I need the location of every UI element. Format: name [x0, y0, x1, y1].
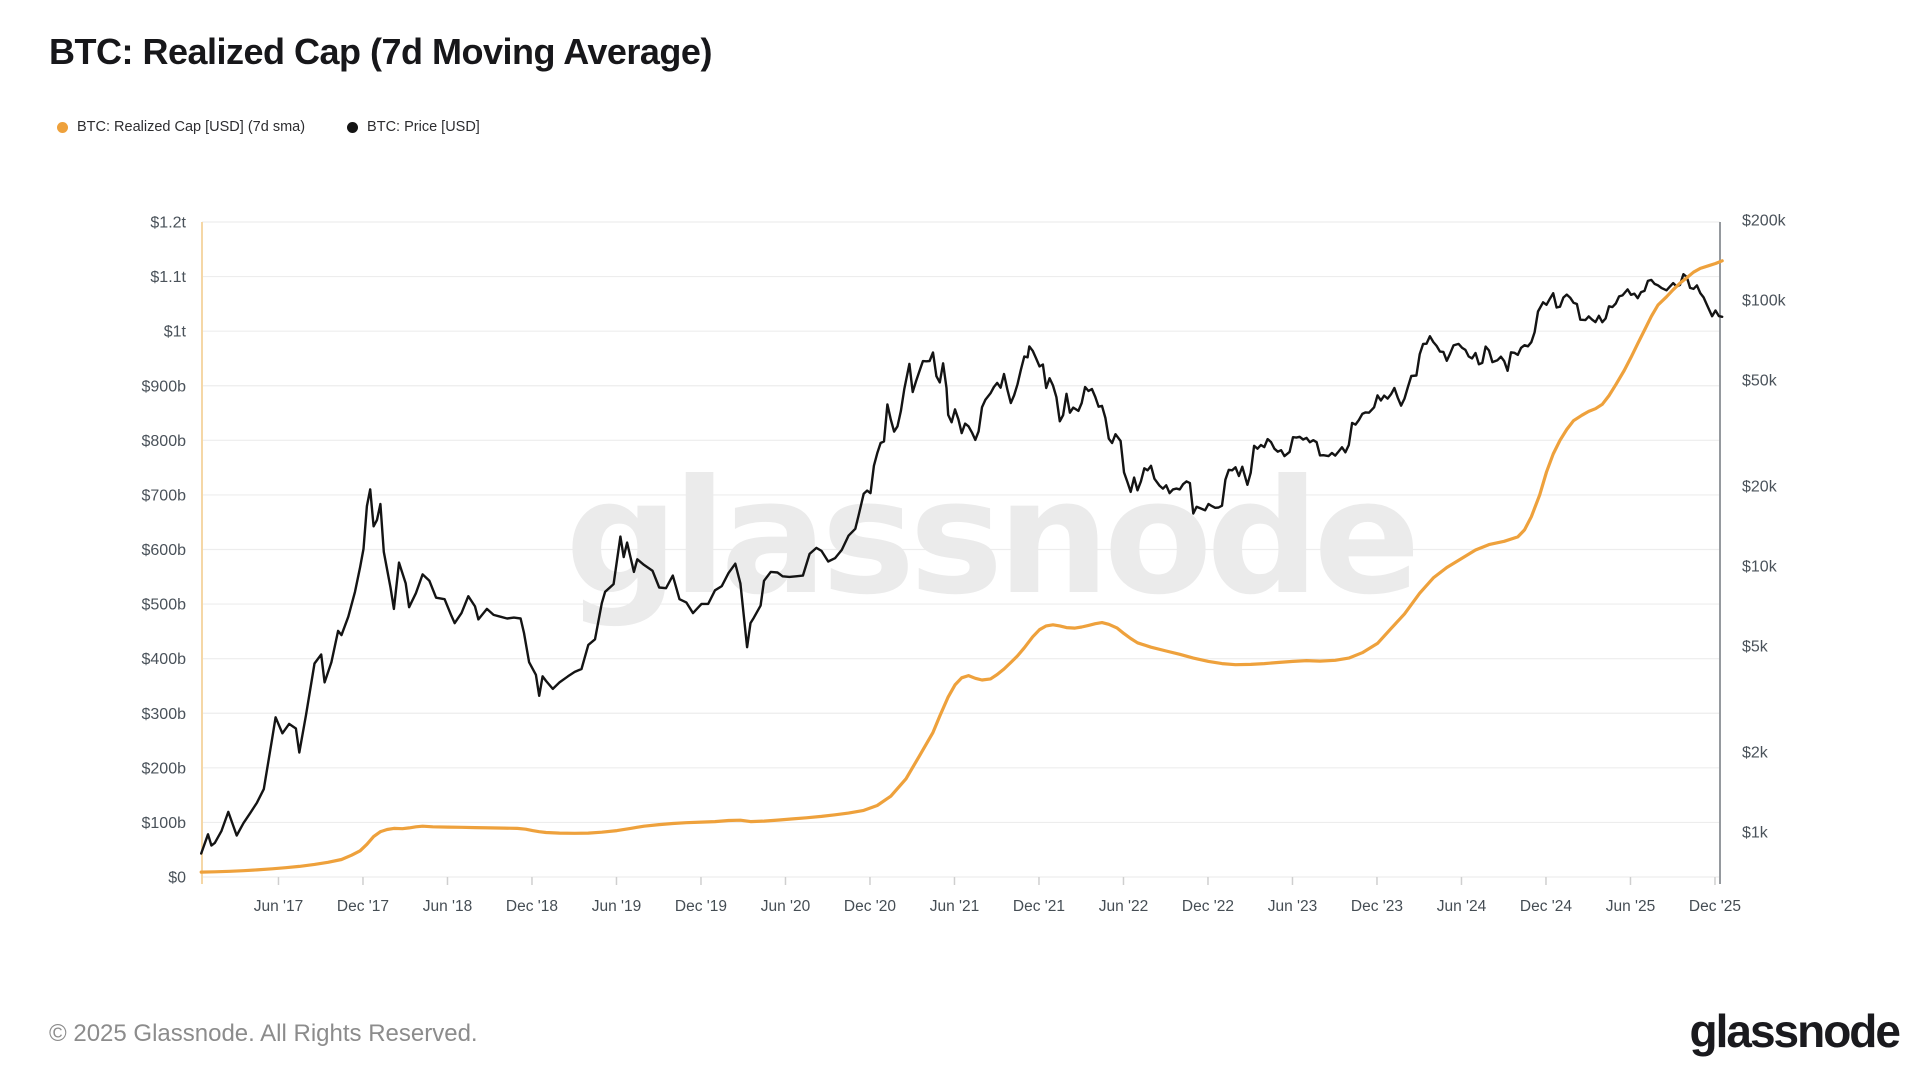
legend-item-label: BTC: Realized Cap [USD] (7d sma): [77, 119, 306, 135]
left-axis-label: $800b: [142, 433, 187, 450]
copyright-text: © 2025 Glassnode. All Rights Reserved.: [49, 1020, 478, 1047]
price-line: [200, 273, 1724, 855]
left-axis-label: $300b: [142, 706, 187, 723]
right-axis-label: $1k: [1742, 825, 1769, 842]
x-tick-label: Dec '20: [844, 898, 896, 915]
realized-cap-line: [199, 259, 1724, 874]
right-axis-label: $200k: [1742, 212, 1787, 229]
x-tick-label: Jun '24: [1437, 898, 1487, 915]
left-axis-label: $0: [168, 870, 186, 887]
legend-item-realized-cap[interactable]: BTC: Realized Cap [USD] (7d sma): [57, 119, 305, 135]
realized-cap-legend-dot-icon: [57, 121, 68, 133]
watermark-text: glassnode: [565, 446, 1414, 630]
x-tick-label: Jun '23: [1268, 898, 1318, 915]
x-tick-label: Jun '18: [423, 898, 473, 915]
left-axis-label: $400b: [142, 651, 187, 668]
left-axis-label: $1.1t: [150, 269, 186, 286]
left-axis-label: $500b: [142, 597, 187, 614]
left-axis-label: $1.2t: [150, 215, 186, 232]
legend-item-price[interactable]: BTC: Price [USD]: [347, 119, 480, 135]
x-tick-label: Jun '25: [1606, 898, 1656, 915]
x-tick-label: Dec '25: [1689, 898, 1741, 915]
x-tick-label: Dec '19: [675, 898, 727, 915]
right-axis-label: $100k: [1742, 293, 1787, 310]
left-axis-label: $100b: [142, 815, 187, 832]
left-axis-label: $900b: [142, 378, 187, 395]
left-axis-label: $200b: [142, 760, 187, 777]
page-title: BTC: Realized Cap (7d Moving Average): [49, 31, 712, 72]
x-tick-label: Dec '18: [506, 898, 558, 915]
legend-item-label: BTC: Price [USD]: [367, 119, 480, 135]
x-tick-label: Jun '19: [592, 898, 642, 915]
right-axis-label: $10k: [1742, 559, 1778, 576]
left-axis-label: $700b: [142, 487, 187, 504]
right-axis-label: $2k: [1742, 744, 1769, 761]
x-tick-label: Jun '22: [1099, 898, 1149, 915]
x-tick-label: Dec '24: [1520, 898, 1572, 915]
left-axis-label: $1t: [164, 324, 187, 341]
x-tick-label: Dec '21: [1013, 898, 1065, 915]
glassnode-logo: glassnode: [1689, 1005, 1901, 1057]
chart-legend: BTC: Realized Cap [USD] (7d sma) BTC: Pr…: [57, 119, 480, 135]
right-axis-label: $20k: [1742, 478, 1778, 495]
x-tick-label: Jun '20: [761, 898, 811, 915]
left-axis-label: $600b: [142, 542, 187, 559]
x-tick-label: Jun '17: [254, 898, 304, 915]
x-tick-label: Dec '23: [1351, 898, 1403, 915]
right-axis-label: $5k: [1742, 639, 1769, 656]
x-tick-label: Dec '17: [337, 898, 389, 915]
right-axis-label: $50k: [1742, 373, 1778, 390]
x-tick-label: Jun '21: [930, 898, 980, 915]
x-tick-label: Dec '22: [1182, 898, 1234, 915]
price-legend-dot-icon: [347, 121, 359, 133]
